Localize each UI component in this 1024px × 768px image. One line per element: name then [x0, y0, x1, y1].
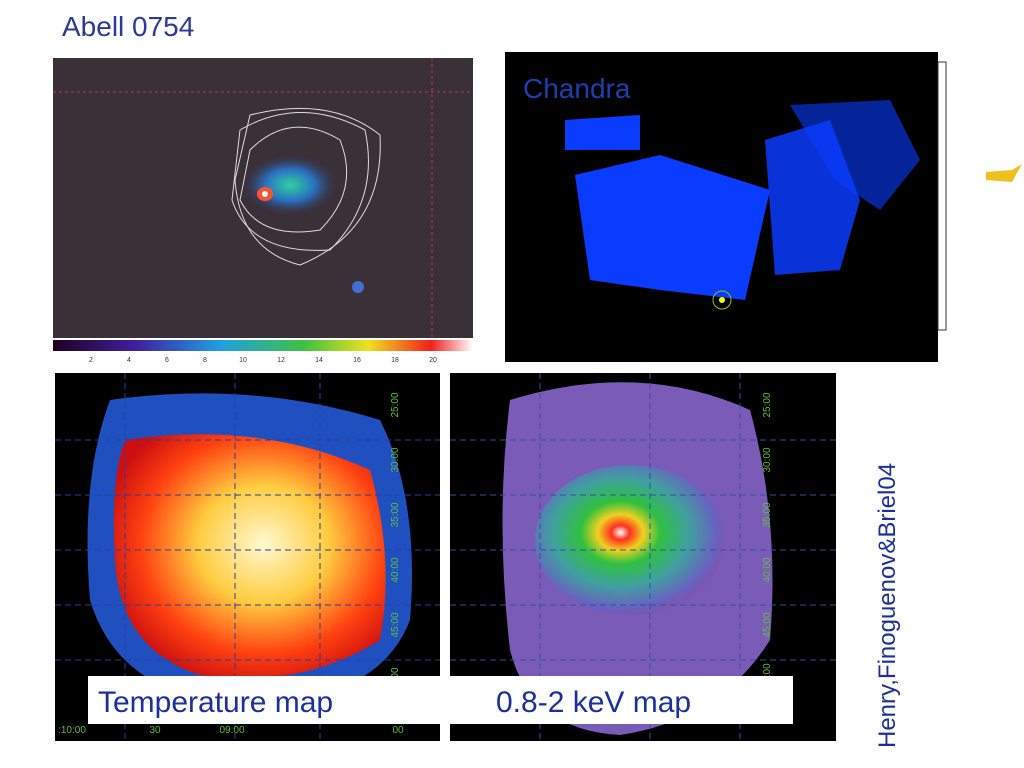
arrow-icon: [986, 164, 1022, 182]
y-coord: 35:00: [762, 502, 773, 527]
y-coord: 40:00: [762, 557, 773, 582]
colorbar-tick: 10: [239, 357, 247, 364]
x-coord: 30: [149, 725, 161, 736]
credit: Henry,Finoguenov&Briel04: [874, 463, 901, 748]
x-coord: 09:00: [219, 725, 244, 736]
slide-title: Abell 0754: [62, 11, 194, 42]
colorbar-tick: 6: [165, 357, 169, 364]
x-coord: 00: [392, 725, 404, 736]
colorbar-tick: 4: [127, 357, 131, 364]
y-coord: 45:00: [390, 612, 401, 637]
y-coord: 35:00: [390, 502, 401, 527]
colorbar-tick: 8: [203, 357, 207, 364]
colorbar-tick: 2: [89, 357, 93, 364]
temperature-label: Temperature map: [98, 686, 333, 719]
colorbar-tick: 14: [315, 357, 323, 364]
chandra-label: Chandra: [523, 73, 631, 104]
y-coord: 40:00: [390, 557, 401, 582]
y-coord: 30:00: [762, 447, 773, 472]
y-coord: 25:00: [762, 392, 773, 417]
y-coord: 30:00: [390, 447, 401, 472]
colorbar-tick: 20: [429, 357, 437, 364]
soft-band-label: 0.8-2 keV map: [496, 686, 691, 719]
colorbar-tick: 12: [277, 357, 285, 364]
chandra-image: [505, 52, 947, 362]
label-box: [88, 676, 793, 724]
x-coord: :10:00: [58, 725, 86, 736]
optical-image: [53, 58, 473, 351]
y-coord: 45:00: [762, 612, 773, 637]
colorbar-tick: 16: [353, 357, 361, 364]
colorbar-tick: 18: [391, 357, 399, 364]
y-coord: 25:00: [390, 392, 401, 417]
